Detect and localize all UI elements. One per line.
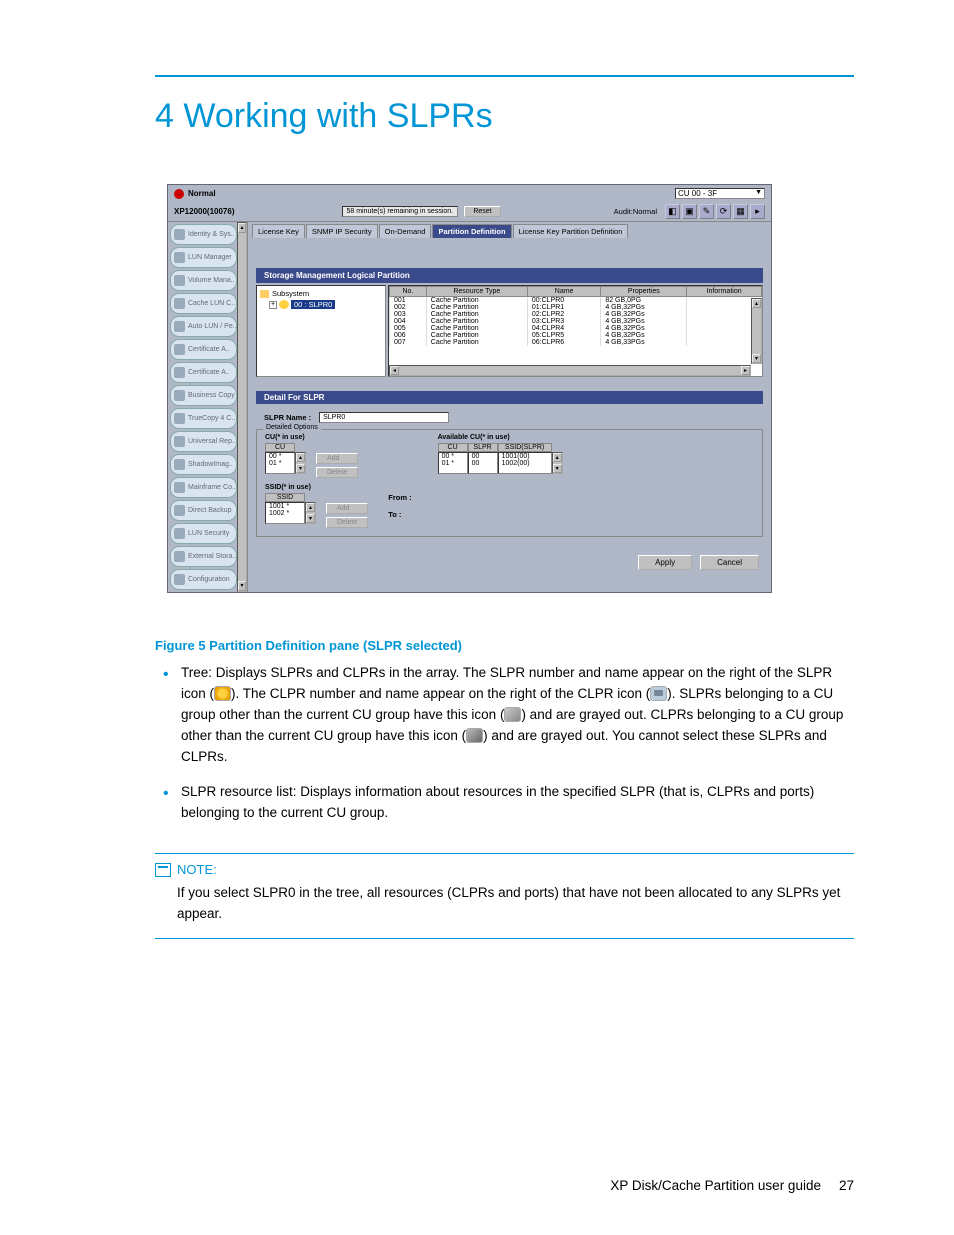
avail-head: Available CU(* in use) <box>438 434 563 441</box>
tab[interactable]: On-Demand <box>379 224 432 238</box>
to-label: To : <box>388 510 411 519</box>
main-panel: License KeySNMP IP SecurityOn-DemandPart… <box>248 222 771 592</box>
tab[interactable]: SNMP IP Security <box>306 224 378 238</box>
table-vscroll[interactable]: ▴▾ <box>751 298 762 364</box>
tree-selected[interactable]: 00 : SLPR0 <box>291 300 335 309</box>
resource-table[interactable]: No.Resource TypeNamePropertiesInformatio… <box>388 285 763 377</box>
slpr-name-input[interactable]: SLPR0 <box>319 412 449 423</box>
reset-button[interactable]: Reset <box>464 206 500 217</box>
table-row[interactable]: 002Cache Partition01:CLPR14 GB,32PGs <box>390 304 762 311</box>
avail-ssid-header: SSID(SLPR) <box>498 443 552 452</box>
sidebar-item[interactable]: Configuration <box>170 569 237 590</box>
clpr-inline-icon <box>650 686 667 701</box>
slpr-inline-icon <box>214 686 231 701</box>
cu-head: CU(* in use) <box>265 434 412 441</box>
status-text: Normal <box>188 189 216 198</box>
sidebar-item[interactable]: External Stora.. <box>170 546 237 567</box>
sidebar-item[interactable]: Business Copy <box>170 385 237 406</box>
sidebar-item[interactable]: ShadowImag.. <box>170 454 237 475</box>
slpr-name-label: SLPR Name : <box>264 413 311 422</box>
cu-select[interactable]: CU 00 - 3F▼ <box>675 188 765 199</box>
sidebar: Identity & Sys..LUN ManagerVolume Mana..… <box>168 222 248 592</box>
fieldset-legend: Detailed Options <box>263 424 321 431</box>
tab-row: License KeySNMP IP SecurityOn-DemandPart… <box>248 222 771 238</box>
bullet-item: Tree: Displays SLPRs and CLPRs in the ar… <box>155 663 854 768</box>
panel-title: Storage Management Logical Partition <box>256 268 763 283</box>
sidebar-item[interactable]: LUN Security <box>170 523 237 544</box>
toolbar-icons: ◧ ▣ ✎ ⟳ ▦ ▸ <box>665 204 765 219</box>
gray-slpr-inline-icon <box>504 707 521 722</box>
cu-listbox[interactable]: 00 *01 * ▴▾ <box>265 452 306 474</box>
sidebar-item[interactable]: Mainframe Co.. <box>170 477 237 498</box>
avail-cu-header: CU <box>438 443 468 452</box>
bullet-item: SLPR resource list: Displays information… <box>155 782 854 824</box>
sidebar-item[interactable]: TrueCopy 4 C.. <box>170 408 237 429</box>
tree-view[interactable]: Subsystem +00 : SLPR0 <box>256 285 386 377</box>
sidebar-item[interactable]: Certificate A.. <box>170 339 237 360</box>
cu-delete-button[interactable]: Delete <box>316 467 358 478</box>
ssid-listbox[interactable]: 1001 *1002 * ▴▾ <box>265 502 316 524</box>
bullet-list: Tree: Displays SLPRs and CLPRs in the ar… <box>155 663 854 823</box>
page-footer: XP Disk/Cache Partition user guide27 <box>610 1178 854 1193</box>
ssid-col-header: SSID <box>265 493 305 502</box>
sidebar-item[interactable]: Volume Mana.. <box>170 270 237 291</box>
table-hscroll[interactable]: ◂▸ <box>389 365 751 376</box>
sidebar-item[interactable]: Identity & Sys.. <box>170 224 237 245</box>
from-label: From : <box>388 493 411 502</box>
sidebar-scrollbar[interactable]: ▴▾ <box>237 222 247 592</box>
note-body: If you select SLPR0 in the tree, all res… <box>155 883 854 924</box>
detailed-options-fieldset: Detailed Options CU(* in use) CU 00 *01 … <box>256 429 763 537</box>
detail-title: Detail For SLPR <box>256 391 763 404</box>
folder-icon <box>260 290 269 298</box>
audit-label: Audit:Normal <box>614 207 657 216</box>
ssid-head: SSID(* in use) <box>265 484 412 491</box>
figure-caption: Figure 5 Partition Definition pane (SLPR… <box>155 638 854 653</box>
table-row[interactable]: 004Cache Partition03:CLPR34 GB,32PGs <box>390 318 762 325</box>
sidebar-item[interactable]: Direct Backup <box>170 500 237 521</box>
status-icon <box>174 189 184 199</box>
toolbar-icon[interactable]: ▦ <box>733 204 748 219</box>
toolbar-icon[interactable]: ▸ <box>750 204 765 219</box>
sidebar-item[interactable]: Cache LUN C.. <box>170 293 237 314</box>
session-text: 58 minute(s) remaining in session. <box>342 206 459 217</box>
cancel-button[interactable]: Cancel <box>700 555 759 570</box>
avail-listbox[interactable]: 00 *01 * 0000 1001(00)1002(00) ▴▾ <box>438 452 563 474</box>
table-row[interactable]: 001Cache Partition00:CLPR082 GB,0PG <box>390 297 762 305</box>
expand-icon[interactable]: + <box>269 301 277 309</box>
table-row[interactable]: 007Cache Partition06:CLPR64 GB,33PGs <box>390 339 762 346</box>
table-row[interactable]: 005Cache Partition04:CLPR44 GB,32PGs <box>390 325 762 332</box>
table-row[interactable]: 006Cache Partition05:CLPR54 GB,32PGs <box>390 332 762 339</box>
model-label: XP12000(10076) <box>174 207 235 216</box>
tab[interactable]: License Key Partition Definition <box>513 224 629 238</box>
toolbar-icon[interactable]: ▣ <box>682 204 697 219</box>
slpr-icon <box>279 300 289 309</box>
chapter-heading: 4 Working with SLPRs <box>155 97 854 136</box>
sidebar-item[interactable]: Certificate A.. <box>170 362 237 383</box>
ssid-delete-button[interactable]: Delete <box>326 517 368 528</box>
note-label: NOTE: <box>177 862 217 877</box>
sidebar-item[interactable]: LUN Manager <box>170 247 237 268</box>
cu-add-button[interactable]: Add <box>316 453 358 464</box>
window-titlebar: Normal CU 00 - 3F▼ <box>168 185 771 202</box>
sidebar-item[interactable]: Universal Rep.. <box>170 431 237 452</box>
screenshot-figure: Normal CU 00 - 3F▼ XP12000(10076) 58 min… <box>167 184 772 593</box>
ssid-add-button[interactable]: Add <box>326 503 368 514</box>
sidebar-item[interactable]: Auto LUN / Pe.. <box>170 316 237 337</box>
toolbar-icon[interactable]: ⟳ <box>716 204 731 219</box>
tab[interactable]: Partition Definition <box>432 224 511 238</box>
avail-slpr-header: SLPR <box>468 443 498 452</box>
table-row[interactable]: 003Cache Partition02:CLPR24 GB,32PGs <box>390 311 762 318</box>
tab[interactable]: License Key <box>252 224 305 238</box>
note-block: NOTE: If you select SLPR0 in the tree, a… <box>155 853 854 939</box>
toolbar-icon[interactable]: ✎ <box>699 204 714 219</box>
gray-clpr-inline-icon <box>466 728 483 743</box>
cu-col-header: CU <box>265 443 295 452</box>
toolbar-icon[interactable]: ◧ <box>665 204 680 219</box>
apply-button[interactable]: Apply <box>638 555 692 570</box>
header-row: XP12000(10076) 58 minute(s) remaining in… <box>168 202 771 222</box>
note-icon <box>155 863 171 877</box>
